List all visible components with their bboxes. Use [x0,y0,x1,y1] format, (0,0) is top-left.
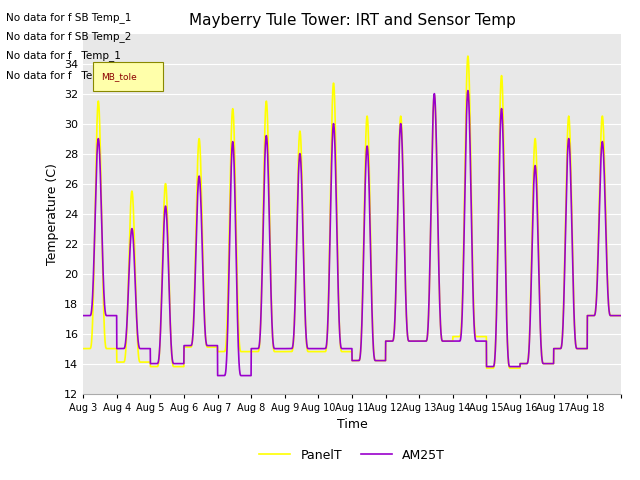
AM25T [503,316,511,322]
Line: AM25T: AM25T [83,91,621,375]
PanelT [79,346,87,351]
AM25T [421,338,429,344]
Text: MB_tole: MB_tole [101,72,137,81]
Text: No data for f   Temp_2: No data for f Temp_2 [6,70,121,81]
AM25T [611,313,619,319]
PanelT [535,264,543,270]
AM25T [464,88,472,94]
PanelT [421,338,429,344]
AM25T [79,313,87,319]
Text: No data for f   Temp_1: No data for f Temp_1 [6,50,121,61]
Text: No data for f SB Temp_1: No data for f SB Temp_1 [6,12,132,23]
PanelT [503,312,511,317]
Text: No data for f SB Temp_2: No data for f SB Temp_2 [6,31,132,42]
Legend: PanelT, AM25T: PanelT, AM25T [254,444,450,467]
Line: PanelT: PanelT [83,56,621,368]
X-axis label: Time: Time [337,418,367,431]
AM25T [214,372,221,378]
Title: Mayberry Tule Tower: IRT and Sensor Temp: Mayberry Tule Tower: IRT and Sensor Temp [189,13,515,28]
PanelT [617,313,625,319]
Text: Temp_2: Temp_2 [99,79,139,90]
PanelT [189,324,197,330]
PanelT [483,365,490,371]
PanelT [464,53,472,59]
AM25T [468,264,476,269]
Text: Temp_1: Temp_1 [99,61,139,72]
PanelT [468,241,476,247]
AM25T [617,313,625,319]
AM25T [535,276,543,282]
AM25T [189,326,197,332]
Y-axis label: Temperature (C): Temperature (C) [45,163,58,264]
PanelT [611,313,619,319]
